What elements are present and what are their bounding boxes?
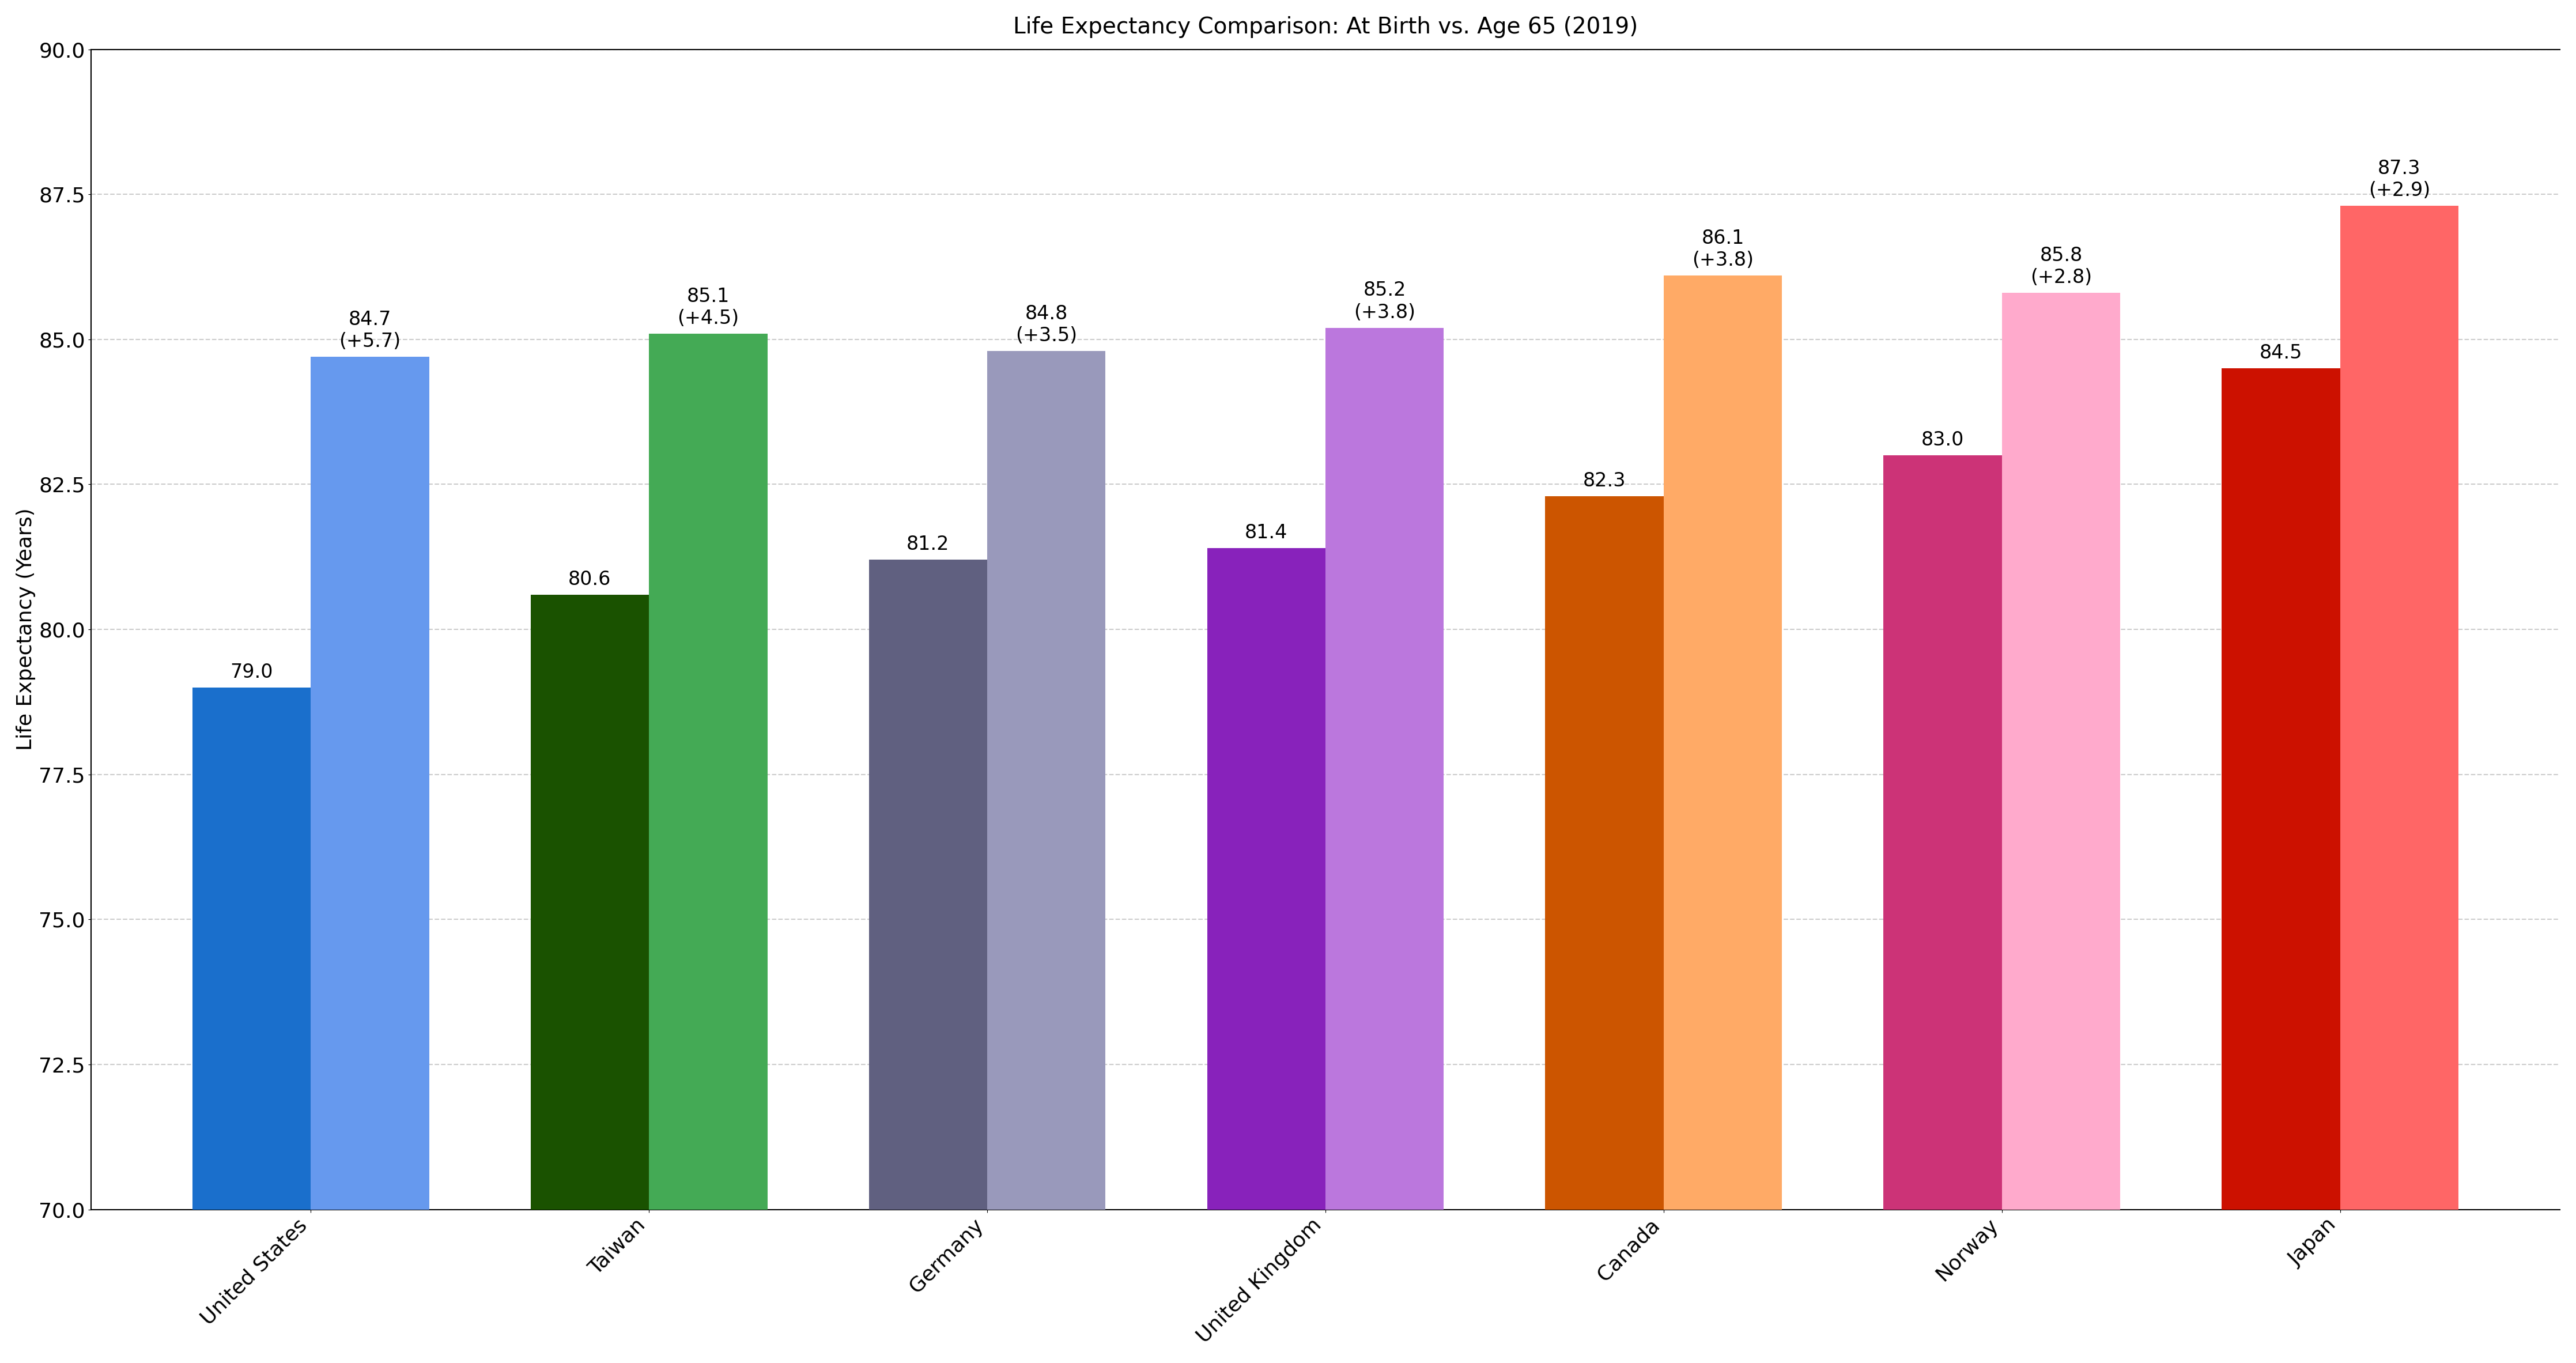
Text: 83.0: 83.0 — [1922, 431, 1963, 450]
Text: 85.2
(+3.8): 85.2 (+3.8) — [1355, 281, 1414, 322]
Text: 84.7
(+5.7): 84.7 (+5.7) — [340, 309, 402, 350]
Text: 84.5: 84.5 — [2259, 343, 2303, 363]
Bar — [1664, 275, 1783, 1209]
Bar — [312, 357, 430, 1209]
Bar — [1546, 496, 1664, 1209]
Text: 85.1
(+4.5): 85.1 (+4.5) — [677, 286, 739, 327]
Text: 81.4: 81.4 — [1244, 523, 1288, 542]
Bar — [868, 560, 987, 1209]
Text: 79.0: 79.0 — [229, 662, 273, 682]
Bar — [2221, 368, 2339, 1209]
Text: 84.8
(+3.5): 84.8 (+3.5) — [1015, 304, 1077, 345]
Bar — [193, 687, 312, 1209]
Bar — [1327, 327, 1443, 1209]
Bar — [2002, 293, 2120, 1209]
Bar — [987, 350, 1105, 1209]
Text: 86.1
(+3.8): 86.1 (+3.8) — [1692, 229, 1754, 270]
Title: Life Expectancy Comparison: At Birth vs. Age 65 (2019): Life Expectancy Comparison: At Birth vs.… — [1012, 16, 1638, 38]
Text: 85.8
(+2.8): 85.8 (+2.8) — [2030, 247, 2092, 288]
Y-axis label: Life Expectancy (Years): Life Expectancy (Years) — [15, 508, 36, 751]
Bar — [2339, 206, 2458, 1209]
Bar — [531, 594, 649, 1209]
Bar — [1208, 548, 1327, 1209]
Text: 87.3
(+2.9): 87.3 (+2.9) — [2367, 159, 2429, 200]
Bar — [1883, 455, 2002, 1209]
Text: 81.2: 81.2 — [907, 534, 951, 553]
Bar — [649, 334, 768, 1209]
Text: 80.6: 80.6 — [569, 570, 611, 589]
Text: 82.3: 82.3 — [1584, 472, 1625, 491]
